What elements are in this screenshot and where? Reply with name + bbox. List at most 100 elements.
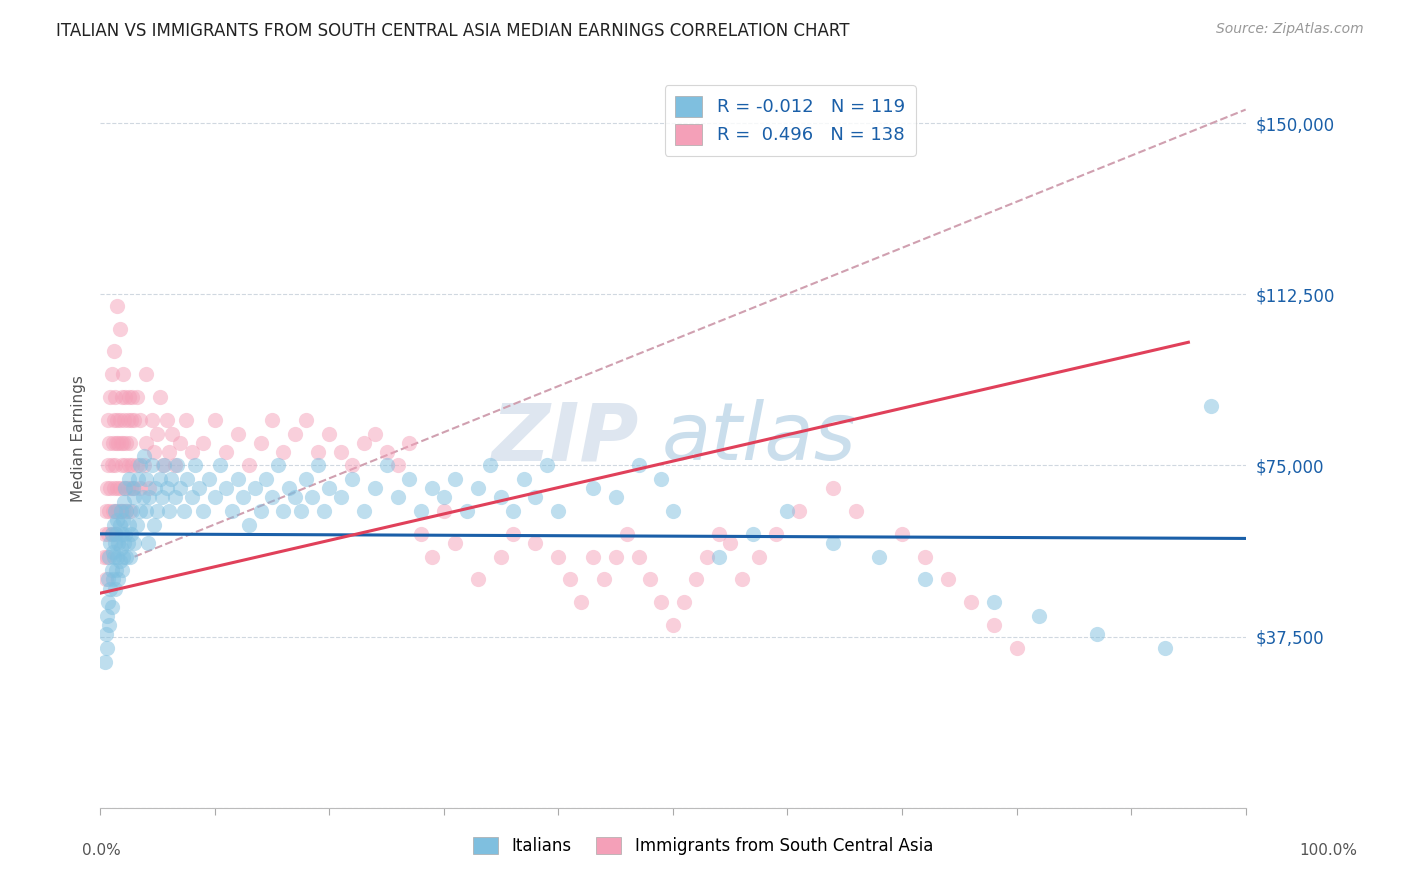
Point: [125, 458, 148, 473]
Point: [180, 491, 202, 505]
Point: [273, 444, 295, 458]
Point: [959, 595, 981, 609]
Point: [707, 527, 730, 541]
Point: [149, 472, 172, 486]
Point: [115, 504, 138, 518]
Point: [198, 472, 221, 486]
Point: [243, 481, 266, 495]
Point: [94, 504, 117, 518]
Point: [307, 458, 329, 473]
Point: [914, 549, 936, 564]
Point: [149, 390, 172, 404]
Point: [163, 491, 186, 505]
Point: [273, 504, 295, 518]
Point: [1085, 627, 1108, 641]
Point: [176, 472, 198, 486]
Point: [204, 413, 226, 427]
Point: [157, 504, 180, 518]
Point: [103, 413, 125, 427]
Point: [180, 444, 202, 458]
Point: [100, 390, 122, 404]
Point: [120, 413, 142, 427]
Point: [100, 563, 122, 577]
Point: [93, 655, 115, 669]
Text: Source: ZipAtlas.com: Source: ZipAtlas.com: [1216, 22, 1364, 37]
Point: [662, 618, 685, 632]
Point: [232, 491, 254, 505]
Point: [105, 513, 128, 527]
Point: [226, 472, 249, 486]
Point: [174, 413, 197, 427]
Point: [103, 549, 125, 564]
Point: [823, 536, 845, 550]
Point: [638, 573, 661, 587]
Point: [112, 413, 135, 427]
Point: [340, 458, 363, 473]
Point: [301, 491, 323, 505]
Point: [118, 504, 141, 518]
Point: [115, 549, 138, 564]
Point: [278, 481, 301, 495]
Point: [845, 504, 868, 518]
Point: [110, 504, 132, 518]
Point: [111, 458, 134, 473]
Point: [536, 458, 558, 473]
Point: [97, 413, 120, 427]
Point: [284, 491, 307, 505]
Point: [129, 413, 152, 427]
Point: [502, 504, 524, 518]
Point: [420, 549, 443, 564]
Point: [685, 573, 707, 587]
Point: [100, 527, 122, 541]
Point: [433, 491, 456, 505]
Point: [107, 536, 129, 550]
Point: [138, 481, 160, 495]
Point: [249, 435, 271, 450]
Point: [329, 444, 352, 458]
Point: [100, 481, 122, 495]
Point: [616, 527, 638, 541]
Point: [101, 545, 124, 559]
Point: [153, 458, 176, 473]
Point: [340, 472, 363, 486]
Point: [100, 458, 122, 473]
Point: [823, 481, 845, 495]
Point: [650, 472, 672, 486]
Point: [117, 481, 139, 495]
Point: [121, 458, 143, 473]
Point: [627, 458, 650, 473]
Point: [444, 536, 467, 550]
Point: [307, 444, 329, 458]
Point: [157, 444, 180, 458]
Point: [673, 595, 696, 609]
Point: [100, 536, 122, 550]
Point: [707, 549, 730, 564]
Point: [226, 426, 249, 441]
Point: [96, 481, 118, 495]
Point: [662, 504, 685, 518]
Point: [124, 413, 146, 427]
Point: [184, 458, 207, 473]
Point: [114, 481, 136, 495]
Point: [254, 472, 277, 486]
Point: [143, 481, 166, 495]
Point: [98, 549, 121, 564]
Point: [115, 435, 138, 450]
Point: [146, 426, 169, 441]
Point: [169, 481, 191, 495]
Point: [249, 504, 271, 518]
Point: [524, 536, 547, 550]
Point: [112, 549, 135, 564]
Point: [409, 504, 432, 518]
Point: [290, 504, 312, 518]
Point: [118, 472, 141, 486]
Point: [104, 536, 127, 550]
Point: [891, 527, 914, 541]
Point: [103, 481, 125, 495]
Point: [135, 435, 157, 450]
Point: [98, 618, 121, 632]
Point: [375, 458, 398, 473]
Point: [318, 426, 340, 441]
Point: [97, 458, 120, 473]
Point: [187, 481, 209, 495]
